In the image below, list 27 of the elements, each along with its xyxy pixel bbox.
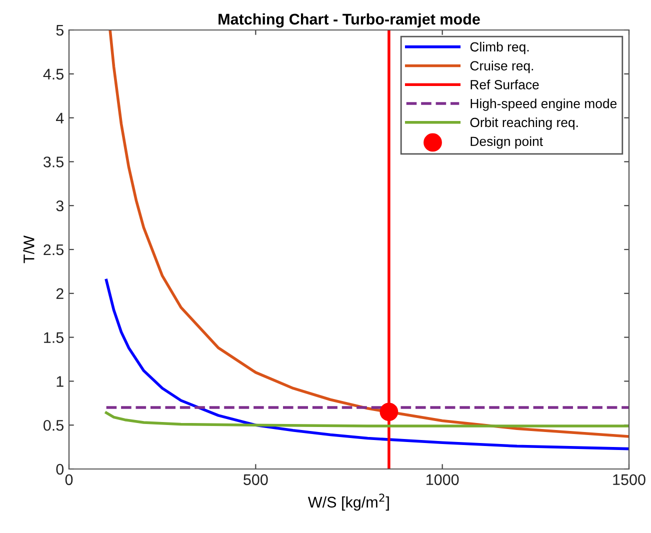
x-tick-label: 1500 — [613, 474, 646, 486]
legend-label: Climb req. — [470, 42, 529, 54]
line-series — [104, 411, 629, 428]
y-tick-label: 3.5 — [43, 156, 64, 168]
y-tick-label: 1.5 — [44, 332, 64, 343]
y-tick-label: 3 — [56, 200, 64, 212]
y-tick-label: 4.5 — [43, 68, 64, 80]
chart-title: Matching Chart - Turbo-ramjet mode — [218, 13, 480, 28]
x-tick-label: 1000 — [426, 474, 459, 486]
legend-label: Cruise req. — [470, 60, 534, 74]
y-tick-label: 0.5 — [44, 420, 64, 431]
x-tick-label: 0 — [65, 474, 73, 486]
y-tick-label: 1 — [56, 376, 64, 387]
legend-label: Orbit reaching req. — [470, 117, 578, 130]
line-series — [108, 30, 629, 438]
legend-label: Design point — [470, 136, 543, 149]
x-tick-label: 500 — [244, 474, 268, 486]
y-axis-title: T/W — [23, 236, 34, 264]
y-tick-label: 2.5 — [44, 244, 64, 256]
y-tick-label: 4 — [56, 112, 64, 124]
y-tick-label: 2 — [56, 288, 64, 299]
y-tick-label: 0 — [56, 464, 64, 475]
x-axis-title: W/S [kg/m$^{2}$] — [308, 494, 389, 511]
legend-label: Ref Surface — [470, 80, 539, 90]
legend-label: High-speed engine mode — [470, 98, 617, 111]
y-tick-label: 5 — [56, 25, 64, 36]
line-series — [104, 278, 629, 450]
